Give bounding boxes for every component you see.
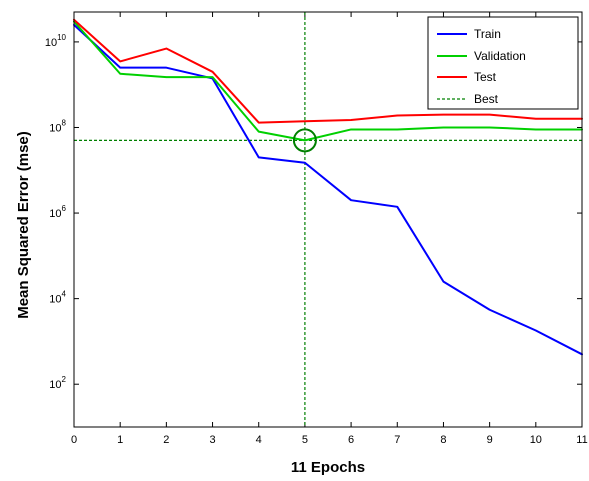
legend-test-label: Test <box>474 70 497 84</box>
x-tick-label-1: 1 <box>117 434 123 446</box>
legend: Train Validation Test Best <box>427 16 579 110</box>
y-tick-label-2: 106 <box>49 204 66 220</box>
x-tick-label-3: 3 <box>209 434 215 446</box>
x-tick-label-7: 7 <box>394 434 400 446</box>
series-line-train <box>73 23 583 356</box>
series-line-test <box>73 18 583 124</box>
y-tick-label-3: 108 <box>49 118 66 134</box>
x-tick-label-8: 8 <box>440 434 446 446</box>
best-point-marker <box>292 128 317 153</box>
x-tick-label-5: 5 <box>302 434 308 446</box>
x-tick-label-6: 6 <box>348 434 354 446</box>
x-tick-label-4: 4 <box>256 434 262 446</box>
legend-box <box>427 16 579 110</box>
x-tick-label-11: 11 <box>576 434 587 446</box>
x-tick-label-2: 2 <box>163 434 169 446</box>
y-tick-label-4: 1010 <box>45 33 67 49</box>
y-axis-label: Mean Squared Error (mse) <box>15 131 32 319</box>
series-line-validation <box>73 20 583 142</box>
legend-validation-label: Validation <box>474 49 526 63</box>
y-tick-label-1: 104 <box>49 290 66 306</box>
y-tick-label-0: 102 <box>49 375 66 391</box>
legend-train-label: Train <box>474 27 501 41</box>
legend-best-label: Best <box>474 92 499 106</box>
x-tick-label-10: 10 <box>530 434 542 446</box>
plot-frame <box>73 11 583 428</box>
x-tick-label-0: 0 <box>71 434 77 446</box>
x-axis-label: 11 Epochs <box>291 459 365 476</box>
x-tick-label-9: 9 <box>487 434 493 446</box>
